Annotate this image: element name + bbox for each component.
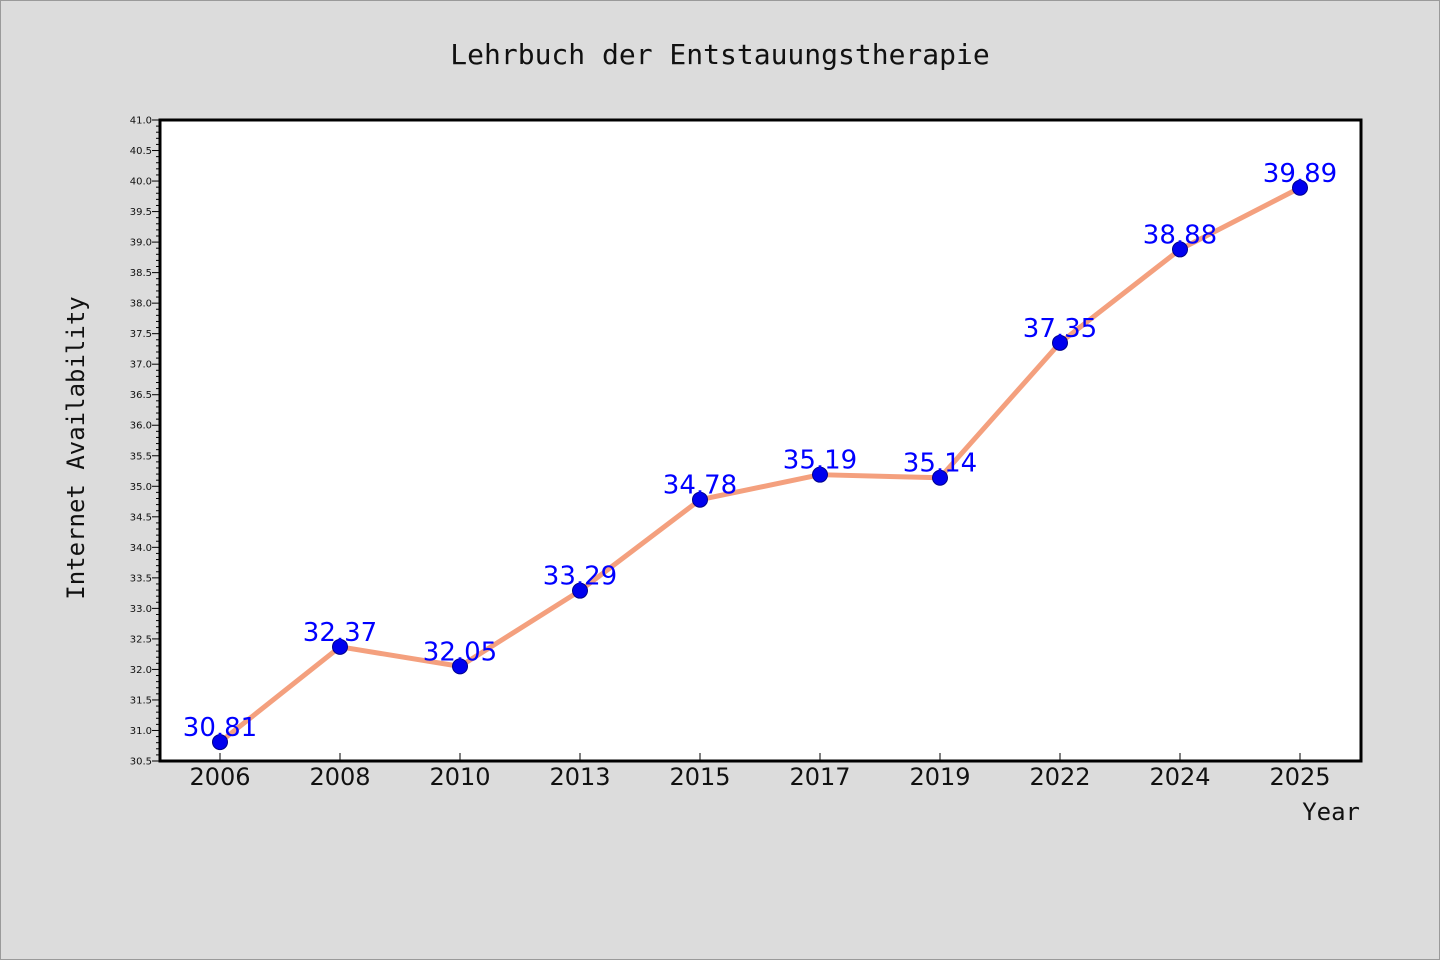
y-axis: 30.5 31.0 31.5 32.0 32.5 33.0 33.5 34.0 34.5 35.0… (130, 116, 160, 768)
y-tick-label: 34.0 (130, 543, 152, 554)
x-tick-label: 2010 (429, 763, 490, 791)
data-point (452, 658, 468, 675)
data-point (812, 466, 828, 483)
y-tick-label: 38.0 (130, 299, 152, 310)
y-tick-label: 40.0 (130, 177, 152, 188)
data-label: 33.29 (543, 562, 617, 592)
x-tick-label: 2015 (669, 763, 730, 791)
data-point (692, 491, 708, 508)
y-tick-label: 30.5 (130, 757, 152, 768)
y-tick-label: 33.5 (130, 573, 152, 584)
chart-title: Lehrbuch der Entstauungstherapie (450, 38, 989, 71)
data-point (1292, 179, 1308, 196)
y-axis-title: Internet Availability (62, 296, 90, 599)
y-tick-label: 36.5 (130, 390, 152, 401)
data-point (212, 734, 228, 751)
data-point (332, 638, 348, 655)
data-point (932, 469, 948, 486)
x-tick-label: 2017 (789, 763, 850, 791)
data-label: 35.19 (783, 446, 857, 476)
data-label: 30.81 (183, 713, 257, 743)
y-tick-label: 34.5 (130, 512, 152, 523)
data-label: 32.05 (423, 637, 497, 667)
y-tick-label: 39.5 (130, 207, 152, 218)
x-tick-label: 2006 (189, 763, 250, 791)
data-label: 32.37 (303, 618, 377, 648)
y-tick-label: 32.5 (130, 634, 152, 645)
y-tick-label: 37.0 (130, 360, 152, 371)
data-point (1172, 241, 1188, 258)
y-tick-label: 39.0 (130, 238, 152, 249)
y-tick-label: 35.5 (130, 451, 152, 462)
data-label: 39.89 (1263, 159, 1337, 189)
x-tick-label: 2019 (909, 763, 970, 791)
x-tick-label: 2024 (1149, 763, 1210, 791)
data-point (572, 582, 588, 599)
data-label: 34.78 (663, 471, 737, 501)
y-tick-label: 31.5 (130, 695, 152, 706)
y-tick-label: 35.0 (130, 482, 152, 493)
x-tick-label: 2013 (549, 763, 610, 791)
y-tick-label: 36.0 (130, 421, 152, 432)
y-tick-label: 37.5 (130, 329, 152, 340)
y-tick-label: 33.0 (130, 604, 152, 615)
y-tick-label: 40.5 (130, 146, 152, 157)
data-point (1052, 334, 1068, 351)
x-axis: 2006 2008 2010 2013 2015 2017 2019 2022 2024 2025 (189, 753, 1331, 791)
x-tick-label: 2008 (309, 763, 370, 791)
data-label: 38.88 (1143, 220, 1217, 250)
y-tick-label: 32.0 (130, 665, 152, 676)
x-tick-label: 2022 (1029, 763, 1090, 791)
x-axis-title: Year (1302, 798, 1360, 826)
data-label: 35.14 (903, 449, 977, 479)
data-label: 37.35 (1023, 314, 1097, 344)
y-tick-label: 41.0 (130, 116, 152, 127)
y-tick-label: 31.0 (130, 726, 152, 737)
y-tick-label: 38.5 (130, 268, 152, 279)
x-tick-label: 2025 (1269, 763, 1330, 791)
plot-area (158, 118, 1363, 763)
series-line (217, 185, 1303, 745)
series: 30.81 32.37 32.05 33.29 34.78 35.19 35.14 37.35… (183, 159, 1337, 751)
